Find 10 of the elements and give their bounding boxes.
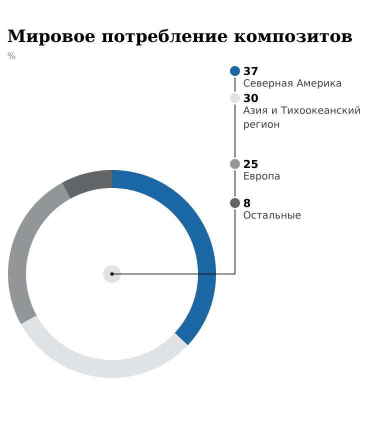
data-label: 8 (244, 198, 250, 208)
chart-subtitle: % (8, 52, 16, 60)
data-label: 25 (244, 160, 258, 168)
legend-label: Европа (244, 172, 280, 182)
data-label: 37 (244, 66, 258, 76)
legend-label: Остальные (244, 211, 301, 219)
legend-label: Северная Америка (244, 79, 342, 89)
data-label: 30 (244, 94, 258, 102)
legend-label: Азия и Тихоокеанский регион (243, 106, 360, 130)
chart-title: Мировое потребление композитов (8, 28, 352, 46)
